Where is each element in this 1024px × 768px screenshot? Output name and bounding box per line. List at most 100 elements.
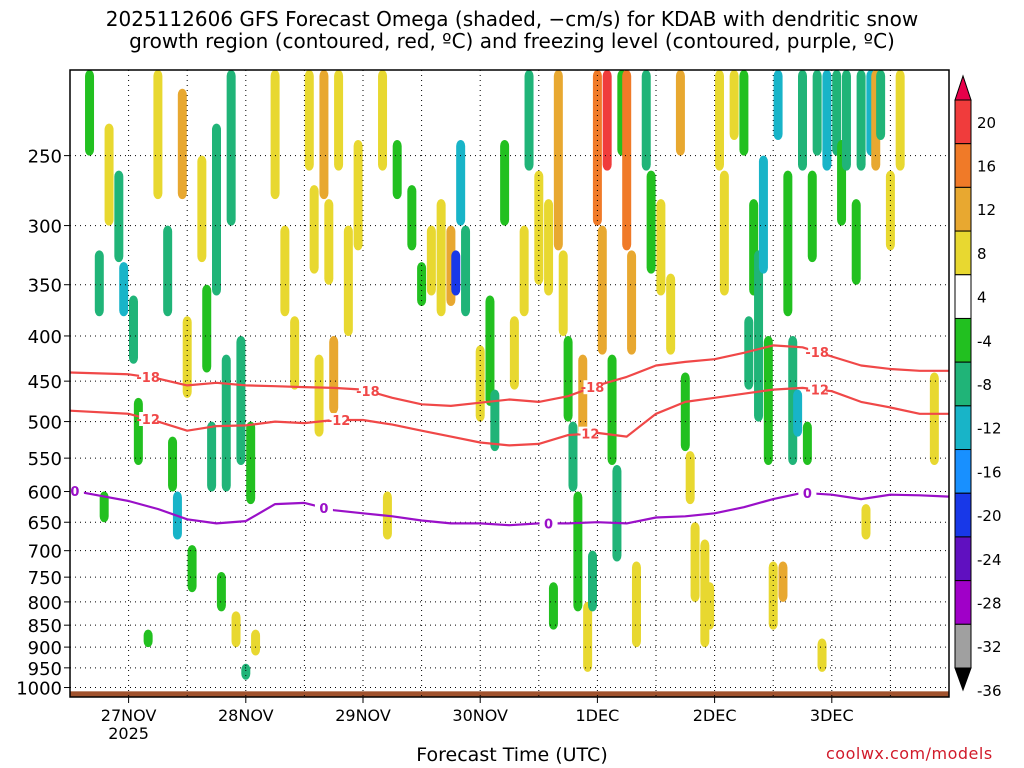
omega-cell-40: [378, 70, 388, 171]
y-tick-label-800: 800: [28, 593, 62, 614]
omega-cell-65: [573, 491, 583, 612]
omega-cell-20: [216, 571, 226, 612]
x-tick-label-4: 1DEC: [576, 706, 620, 725]
omega-cell-94: [754, 250, 764, 422]
colorbar-swatch-6: [954, 361, 972, 407]
omega-cell-35: [324, 199, 334, 285]
omega-cell-64: [568, 421, 578, 492]
omega-cell-31: [304, 70, 314, 171]
x-tick-sublabel-0: 2025: [108, 724, 149, 743]
omega-cell-113: [856, 70, 866, 171]
chart-title-line-2: growth region (contoured, red, ºC) and f…: [129, 29, 895, 53]
omega-cell-72: [607, 354, 617, 466]
omega-cell-6: [128, 295, 138, 364]
dgz-lower-contour-label-bg-2: [578, 426, 597, 441]
omega-cell-23: [231, 611, 241, 648]
omega-cell-27: [251, 629, 261, 656]
dgz-upper-contour-label-0: -18: [136, 371, 160, 386]
omega-cell-10: [163, 225, 173, 317]
colorbar-swatch-8: [954, 449, 972, 494]
y-tick-label-450: 450: [28, 372, 62, 393]
colorbar-bottom-arrow: [954, 667, 972, 692]
omega-cell-91: [739, 70, 749, 156]
colorbar-swatch-12: [954, 623, 972, 669]
omega-cell-66: [578, 354, 588, 437]
omega-cell-106: [812, 70, 822, 156]
omega-cell-44: [417, 262, 427, 307]
omega-cell-77: [631, 561, 641, 648]
dgz-upper-contour-label-bg-2: [583, 380, 602, 395]
omega-cell-8: [143, 629, 153, 648]
omega-cell-89: [719, 170, 729, 296]
omega-cell-49: [456, 139, 466, 226]
omega-cell-46: [436, 199, 446, 317]
omega-cell-71: [602, 70, 612, 171]
freezing-level-contour-label-3: 0: [803, 487, 812, 502]
omega-cell-82: [675, 70, 685, 156]
colorbar-label-4: 4: [977, 289, 987, 307]
x-tick-label-0: 27NOV: [101, 706, 157, 725]
omega-cell-69: [592, 70, 602, 226]
omega-cell-68: [588, 550, 598, 612]
dgz-lower-contour-label-0: -12: [136, 413, 160, 428]
colorbar-label-11: -28: [977, 594, 1002, 612]
omega-cell-53: [490, 389, 500, 452]
omega-cell-108: [822, 70, 832, 171]
omega-cell-29: [280, 225, 290, 317]
x-tick-label-3: 30NOV: [452, 706, 508, 725]
omega-cell-78: [641, 70, 651, 171]
omega-cell-55: [509, 316, 519, 390]
omega-cell-92: [744, 316, 754, 390]
y-tick-label-550: 550: [28, 449, 62, 470]
omega-cell-112: [851, 199, 861, 285]
dgz-lower-contour-label-3: -12: [805, 384, 829, 399]
y-axis: 2503003504004505005506006507007508008509…: [16, 147, 70, 700]
colorbar-label-12: -32: [977, 638, 1002, 656]
y-tick-label-1000: 1000: [16, 679, 62, 700]
omega-cell-43: [407, 185, 417, 251]
omega-cell-22: [226, 70, 236, 226]
omega-cell-79: [646, 170, 656, 274]
dgz-upper-contour-label-3: -18: [805, 346, 829, 361]
omega-cell-90: [729, 70, 739, 140]
dgz-lower-contour-label-bg-1: [329, 413, 348, 428]
colorbar-label-7: -12: [977, 420, 1002, 438]
omega-cell-37: [334, 70, 344, 171]
omega-cell-3: [104, 123, 114, 226]
omega-cell-39: [353, 139, 363, 251]
omega-cell-80: [656, 199, 666, 296]
freezing-level-contour-label-1: 0: [319, 502, 328, 517]
omega-cell-73: [612, 465, 622, 562]
freezing-level-contour-label-bg-3: [798, 486, 817, 501]
omega-cell-120: [929, 372, 939, 466]
omega-cell-107: [817, 638, 827, 672]
omega-cell-42: [392, 139, 402, 200]
dgz-lower-contour-label-bg-0: [139, 412, 158, 427]
colorbar-swatch-1: [954, 143, 972, 188]
omega-cell-28: [270, 70, 280, 200]
omega-cell-56: [519, 225, 529, 317]
omega-cell-11: [168, 436, 178, 492]
omega-cell-87: [705, 582, 715, 630]
colorbar-top-arrow: [954, 74, 972, 101]
omega-cell-57: [524, 70, 534, 171]
colorbar-swatch-3: [954, 230, 972, 276]
y-tick-label-850: 850: [28, 616, 62, 637]
omega-cell-63: [563, 335, 573, 422]
omega-cell-30: [290, 316, 300, 390]
dgz-lower-contour-label-bg-3: [808, 382, 827, 397]
dgz-upper-contour-label-bg-3: [808, 344, 827, 359]
colorbar: 20 16 12 8 4 -4 -8 -12 -16 -20 -24 -28 -32 -36: [954, 74, 1002, 700]
colorbar-swatch-4: [954, 274, 972, 319]
dgz-upper-contour-label-2: -18: [581, 381, 605, 396]
omega-cell-33: [314, 354, 324, 437]
omega-cell-16: [197, 155, 207, 263]
omega-cell-85: [690, 522, 700, 602]
omega-cell-32: [309, 185, 319, 274]
omega-cell-21: [221, 354, 231, 492]
omega-cell-36: [329, 335, 339, 414]
colorbar-label-6: -8: [977, 376, 992, 394]
freezing-level-contour-label-bg-2: [539, 516, 558, 531]
